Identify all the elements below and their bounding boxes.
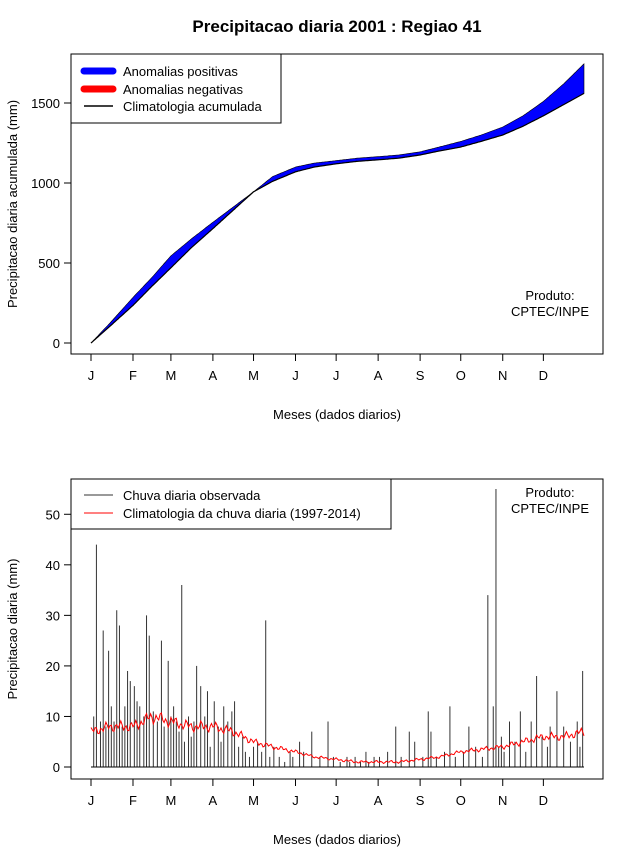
bottom-x-tick-label: M	[248, 793, 259, 808]
legend-label-positive: Anomalias positivas	[123, 64, 238, 79]
top-x-tick-label: F	[129, 368, 137, 383]
bottom-y-tick-label: 0	[53, 760, 60, 775]
bottom-x-tick-label: A	[209, 793, 218, 808]
legend-label-negative: Anomalias negativas	[123, 82, 243, 97]
top-x-tick-label: D	[539, 368, 548, 383]
bottom-legend: Chuva diaria observada Climatologia da c…	[70, 478, 392, 530]
bottom-x-tick-label: M	[165, 793, 176, 808]
legend-label-climatology: Climatologia acumulada	[123, 99, 263, 114]
bottom-observed-bars	[93, 489, 584, 767]
top-climatology-line	[90, 92, 585, 344]
bottom-x-tick-label: N	[498, 793, 507, 808]
bottom-y-tick-label: 30	[46, 608, 60, 623]
figure-title: Precipitacao diaria 2001 : Regiao 41	[192, 17, 481, 36]
top-y-axis: 0 500 1000 1500	[31, 96, 72, 351]
bottom-y-tick-label: 50	[46, 507, 60, 522]
bottom-y-tick-label: 10	[46, 709, 60, 724]
top-x-tick-label: J	[88, 368, 95, 383]
bottom-x-tick-label: S	[416, 793, 425, 808]
legend-label-observed: Chuva diaria observada	[123, 488, 261, 503]
bottom-producer-line2: CPTEC/INPE	[511, 501, 589, 516]
top-y-tick-label: 500	[38, 256, 60, 271]
top-x-tick-label: M	[248, 368, 259, 383]
top-x-tick-label: M	[165, 368, 176, 383]
top-y-tick-label: 1500	[31, 96, 60, 111]
top-producer-line1: Produto:	[525, 288, 574, 303]
top-x-tick-label: O	[456, 368, 466, 383]
bottom-y-axis-label: Precipitacao diaria (mm)	[5, 559, 20, 700]
top-y-axis-label: Precipitacao diaria acumulada (mm)	[5, 100, 20, 308]
bottom-x-tick-label: A	[374, 793, 383, 808]
bottom-chart: 0 10 20 30 40 50 J F M A M J J A S O N D Meses (dados di…	[5, 478, 604, 847]
top-x-tick-label: J	[292, 368, 299, 383]
bottom-x-axis-label: Meses (dados diarios)	[273, 832, 401, 847]
bottom-climatology-line	[90, 711, 585, 765]
top-y-tick-label: 0	[53, 336, 60, 351]
top-producer-line2: CPTEC/INPE	[511, 304, 589, 319]
top-x-tick-label: A	[209, 368, 218, 383]
top-x-tick-label: S	[416, 368, 425, 383]
top-x-tick-label: J	[333, 368, 340, 383]
bottom-y-tick-label: 20	[46, 659, 60, 674]
top-x-axis-label: Meses (dados diarios)	[273, 407, 401, 422]
bottom-x-tick-label: J	[333, 793, 340, 808]
top-y-tick-label: 1000	[31, 176, 60, 191]
top-x-tick-label: A	[374, 368, 383, 383]
top-legend: Anomalias positivas Anomalias negativas …	[70, 53, 282, 124]
bottom-producer-line1: Produto:	[525, 485, 574, 500]
legend-label-clim-daily: Climatologia da chuva diaria (1997-2014)	[123, 506, 361, 521]
bottom-legend-box	[70, 478, 392, 530]
bottom-y-tick-label: 40	[46, 558, 60, 573]
bottom-x-tick-label: J	[88, 793, 95, 808]
bottom-x-tick-label: O	[456, 793, 466, 808]
bottom-y-axis: 0 10 20 30 40 50	[46, 507, 72, 775]
top-x-tick-label: N	[498, 368, 507, 383]
top-chart: 0 500 1000 1500 J F M A M J J A S O N D Meses (dados d…	[5, 53, 604, 422]
bottom-x-tick-label: F	[129, 793, 137, 808]
bottom-x-tick-label: J	[292, 793, 299, 808]
bottom-x-tick-label: D	[539, 793, 548, 808]
